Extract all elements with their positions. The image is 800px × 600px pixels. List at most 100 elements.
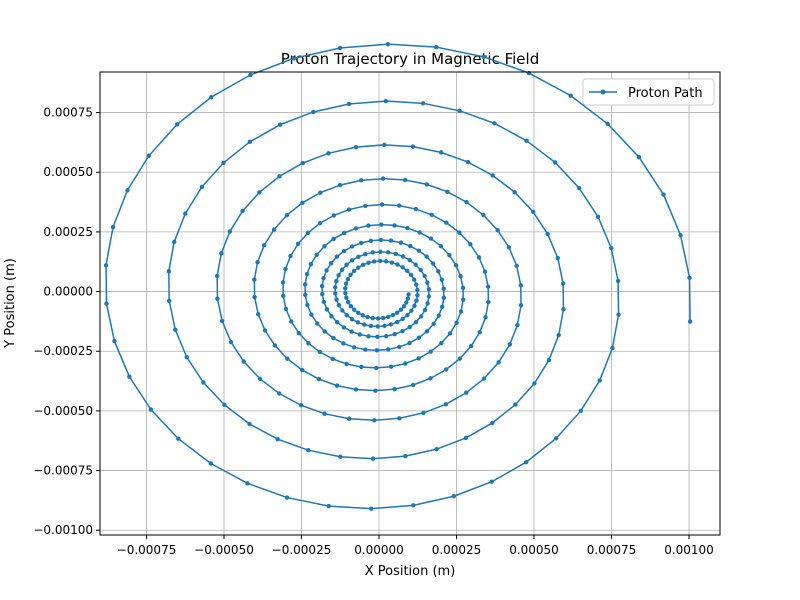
data-point [483,315,488,320]
data-point [379,222,384,227]
data-point [321,275,326,281]
data-point [411,503,416,508]
data-point [257,376,263,382]
data-point [373,388,378,393]
data-point [418,267,423,273]
data-point [393,251,399,257]
data-point [395,262,400,267]
data-point [214,273,220,279]
data-point [176,436,181,441]
data-point [428,349,433,354]
data-point [405,296,411,301]
data-point [524,138,529,143]
data-point [248,72,253,78]
data-point [351,345,357,350]
data-point [553,436,559,441]
data-point [365,314,370,320]
y-axis-ticks: 0.00075 0.00050 0.00025 0.00000 −0.00025 −0.0… [33,106,100,537]
data-point [306,341,311,346]
data-point [319,283,325,289]
y-tick-label: 0.00000 [43,285,93,299]
legend-marker [600,89,606,95]
data-point [330,356,335,362]
data-point [215,296,220,301]
data-point [333,291,338,296]
data-point [385,250,391,255]
data-point [413,319,419,325]
data-point [457,108,462,114]
data-point [360,313,365,318]
data-point [314,252,319,257]
data-point [262,328,268,333]
data-point [366,334,371,339]
data-point [532,381,537,386]
data-point [227,229,233,234]
data-point [400,265,405,270]
data-point [610,345,615,351]
data-point [495,227,500,233]
data-point [481,376,487,381]
data-point [329,313,334,319]
data-point [496,360,501,365]
data-point [379,202,385,207]
data-point [245,481,250,486]
data-point [345,299,351,305]
data-point [425,301,430,306]
data-point [208,461,214,466]
data-point [127,374,132,379]
data-point [303,292,308,298]
data-point [318,190,323,195]
data-point [514,263,519,268]
data-point [422,273,427,279]
data-point [173,327,178,332]
data-point [481,212,486,218]
data-point [461,297,466,302]
data-point [597,378,602,383]
data-point [394,310,400,315]
y-tick-label: −0.00025 [33,344,93,358]
data-point [304,271,310,277]
data-point [678,232,683,238]
data-point [349,316,355,322]
data-point [377,258,383,264]
data-point [428,236,434,241]
data-point [363,203,368,209]
data-point [305,230,311,235]
data-point [316,376,322,382]
data-point [277,122,283,127]
data-point [545,231,550,237]
data-point [300,367,305,373]
data-point [284,495,290,500]
data-point [104,301,109,306]
data-point [464,390,469,395]
data-point [424,329,430,334]
data-point [406,292,411,297]
legend: Proton Path [582,78,715,106]
data-point [383,259,389,264]
data-point [352,307,357,312]
data-point [438,243,444,249]
data-point [518,283,523,288]
data-point [434,44,439,50]
data-point [221,160,226,165]
data-point [306,447,311,453]
grid [100,72,720,535]
data-point [280,280,286,285]
data-point [368,506,374,511]
data-point [388,322,394,327]
data-point [360,262,366,267]
data-point [412,303,417,309]
y-tick-label: 0.00075 [43,106,93,120]
data-point [283,266,288,272]
data-point [385,41,391,47]
data-point [394,319,400,325]
data-point [334,320,340,325]
y-axis-label: Y Position (m) [3,258,18,349]
data-point [344,361,349,367]
data-point [463,435,469,441]
data-point [362,322,367,327]
data-point [261,243,267,248]
data-point [429,212,434,217]
data-point [342,230,347,236]
data-point [112,338,117,344]
